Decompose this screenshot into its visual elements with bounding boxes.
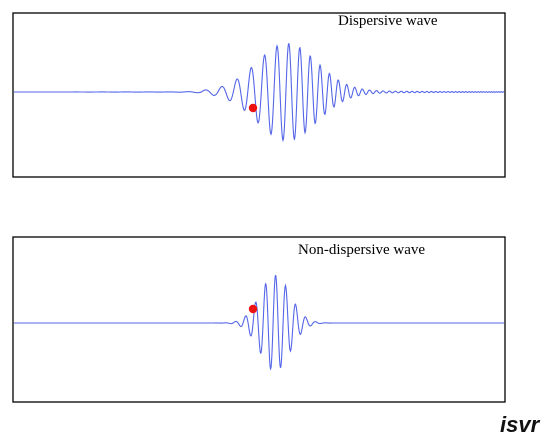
marker-dot [248,103,258,113]
panel-label: Dispersive wave [338,13,438,29]
non-dispersive-wave [14,274,504,371]
panel-label: Non-dispersive wave [298,242,425,258]
panel-frame [12,236,506,403]
panel-frame [12,12,506,178]
logo: isvr [500,412,541,437]
dispersive-wave [14,43,505,143]
marker-dot [248,304,258,314]
